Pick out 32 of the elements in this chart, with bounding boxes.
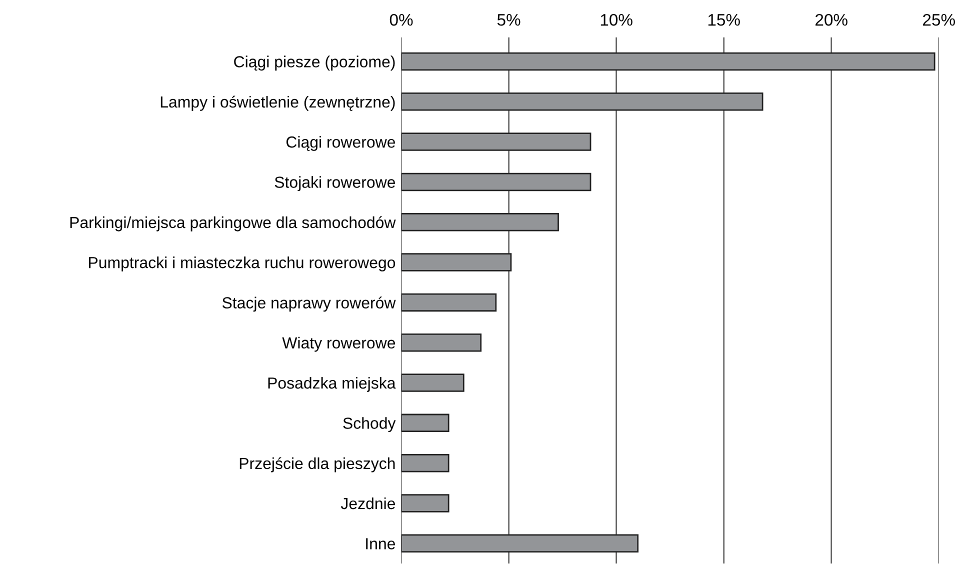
y-tick-label: Stojaki rowerowe — [274, 176, 396, 192]
y-tick-label: Parkingi/miejsca parkingowe dla samochodów — [70, 216, 396, 232]
y-tick-label: Schody — [343, 417, 396, 432]
y-tick-label: Wiaty rowerowe — [282, 336, 396, 352]
bar — [401, 293, 497, 312]
y-tick-label: Przejście dla pieszych — [240, 457, 395, 472]
y-tick-label: Ciągi piesze (poziome) — [234, 56, 395, 71]
y-tick-label: Stacje naprawy rowerów — [222, 296, 396, 312]
y-tick-label: Pumptracki i miasteczka ruchu rowerowego — [89, 256, 396, 272]
bar — [401, 454, 450, 472]
y-tick-label: Jezdnie — [340, 497, 396, 510]
bar — [401, 253, 512, 272]
x-tick-label: 25% — [923, 14, 955, 26]
bar — [401, 172, 592, 192]
y-tick-label: Ciągi rowerowe — [286, 136, 396, 151]
y-tick-label: Posadzka miejska — [268, 376, 396, 392]
bar — [401, 534, 639, 553]
bar — [401, 374, 464, 392]
bar — [401, 414, 450, 432]
x-tick-label: 5% — [497, 14, 520, 26]
bar — [401, 92, 764, 111]
x-tick-label: 0% — [390, 14, 413, 26]
bar — [401, 212, 559, 232]
y-tick-label: Lampy i oświetlenie (zewnętrzne) — [160, 96, 395, 111]
bar — [401, 494, 450, 512]
x-tick-label: 20% — [816, 14, 848, 26]
bar — [401, 333, 482, 352]
x-tick-label: 15% — [708, 14, 740, 26]
x-tick-label: 10% — [600, 14, 632, 26]
y-tick-label: Inne — [366, 538, 396, 550]
bar — [401, 132, 592, 151]
bar — [401, 52, 936, 71]
